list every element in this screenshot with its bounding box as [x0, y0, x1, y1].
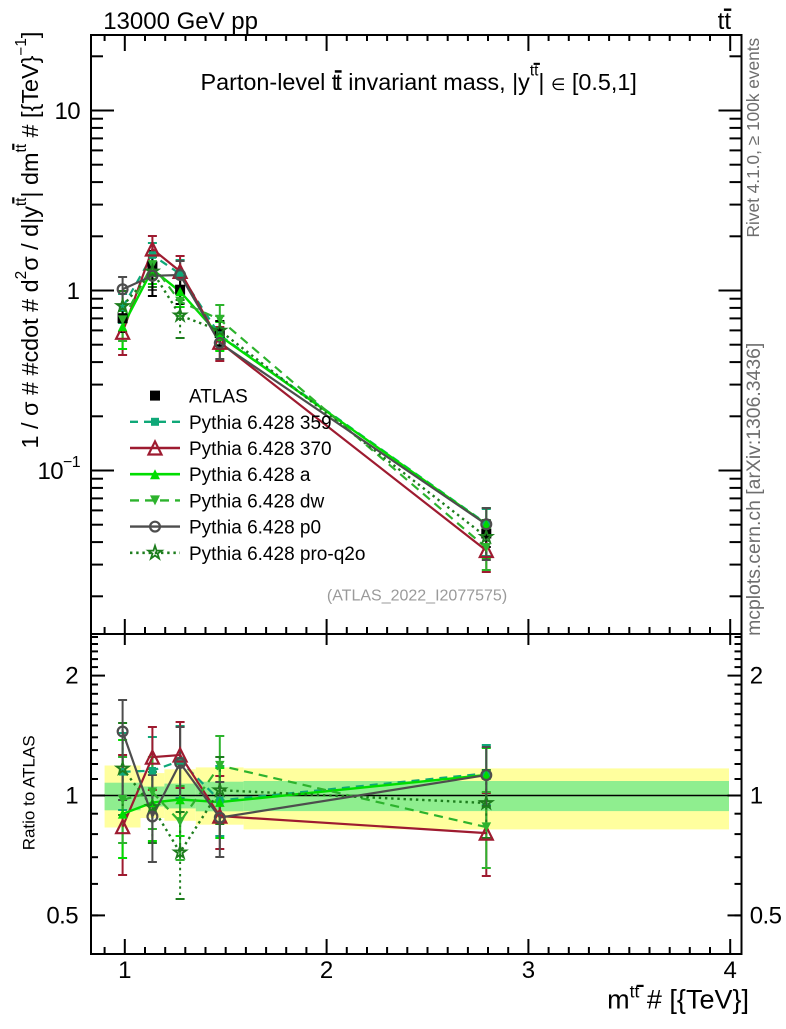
svg-text:mcplots.cern.ch [arXiv:1306.34: mcplots.cern.ch [arXiv:1306.3436] — [743, 343, 765, 636]
svg-text:2: 2 — [65, 663, 78, 690]
svg-text:tt: tt — [718, 8, 732, 35]
svg-text:Pythia 6.428 359: Pythia 6.428 359 — [189, 413, 332, 434]
svg-text:0.5: 0.5 — [750, 903, 782, 930]
svg-text:1: 1 — [65, 783, 78, 810]
svg-text:1: 1 — [67, 278, 80, 305]
svg-text:Rivet 4.1.0, ≥ 100k events: Rivet 4.1.0, ≥ 100k events — [743, 37, 763, 237]
svg-text:mtt # [{TeV}]: mtt # [{TeV}] — [607, 982, 749, 1015]
svg-text:2: 2 — [320, 957, 333, 984]
svg-text:4: 4 — [724, 957, 737, 984]
svg-text:13000 GeV pp: 13000 GeV pp — [103, 8, 258, 35]
svg-text:(ATLAS_2022_I2077575): (ATLAS_2022_I2077575) — [327, 588, 507, 605]
svg-text:10: 10 — [55, 98, 81, 125]
svg-text:Pythia 6.428 pro-q2o: Pythia 6.428 pro-q2o — [189, 544, 365, 565]
svg-text:Pythia 6.428 370: Pythia 6.428 370 — [189, 439, 332, 460]
svg-text:1: 1 — [750, 783, 763, 810]
svg-text:Pythia 6.428 dw: Pythia 6.428 dw — [189, 491, 324, 512]
svg-text:1 / σ # #cdot # d2σ / d|ytt| d: 1 / σ # #cdot # d2σ / d|ytt| dmtt # [{Te… — [13, 32, 43, 449]
svg-text:0.5: 0.5 — [46, 903, 78, 930]
svg-text:Ratio to ATLAS: Ratio to ATLAS — [20, 735, 39, 850]
svg-text:1: 1 — [118, 957, 131, 984]
svg-text:2: 2 — [750, 663, 763, 690]
svg-text:Pythia 6.428 a: Pythia 6.428 a — [189, 465, 311, 486]
svg-text:ATLAS: ATLAS — [189, 387, 248, 408]
svg-text:Pythia 6.428 p0: Pythia 6.428 p0 — [189, 518, 321, 539]
svg-text:3: 3 — [522, 957, 535, 984]
